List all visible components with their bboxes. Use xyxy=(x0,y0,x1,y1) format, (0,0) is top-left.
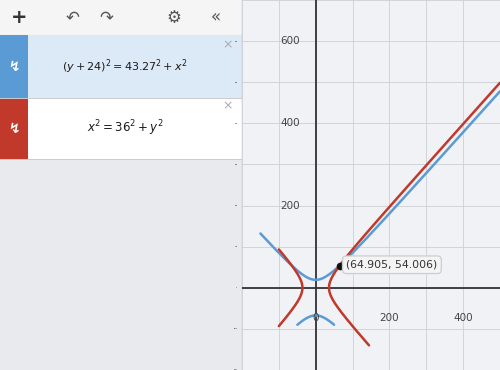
Bar xyxy=(0,35,28,98)
Text: ⚙: ⚙ xyxy=(167,9,182,27)
Text: $x^2 = 36^2 + y^2$: $x^2 = 36^2 + y^2$ xyxy=(87,119,164,138)
Text: 600: 600 xyxy=(280,36,300,46)
Text: ↶: ↶ xyxy=(66,9,80,27)
Bar xyxy=(0,98,28,159)
Bar xyxy=(0,98,242,159)
Bar xyxy=(0,0,242,35)
Text: $(y + 24)^2 = 43.27^2 + x^2$: $(y + 24)^2 = 43.27^2 + x^2$ xyxy=(62,57,188,76)
Text: 0: 0 xyxy=(312,313,319,323)
Text: ↷: ↷ xyxy=(100,9,114,27)
Text: 400: 400 xyxy=(454,313,473,323)
Text: +: + xyxy=(11,8,28,27)
Text: 200: 200 xyxy=(380,313,399,323)
Text: 400: 400 xyxy=(280,118,300,128)
Text: ↯: ↯ xyxy=(8,122,20,135)
Text: (64.905, 54.006): (64.905, 54.006) xyxy=(346,260,438,270)
Text: 200: 200 xyxy=(280,201,300,211)
Text: ×: × xyxy=(222,99,232,112)
Text: «: « xyxy=(210,9,220,27)
Bar xyxy=(0,35,242,98)
Text: ↯: ↯ xyxy=(8,60,20,74)
Text: ×: × xyxy=(222,38,232,51)
